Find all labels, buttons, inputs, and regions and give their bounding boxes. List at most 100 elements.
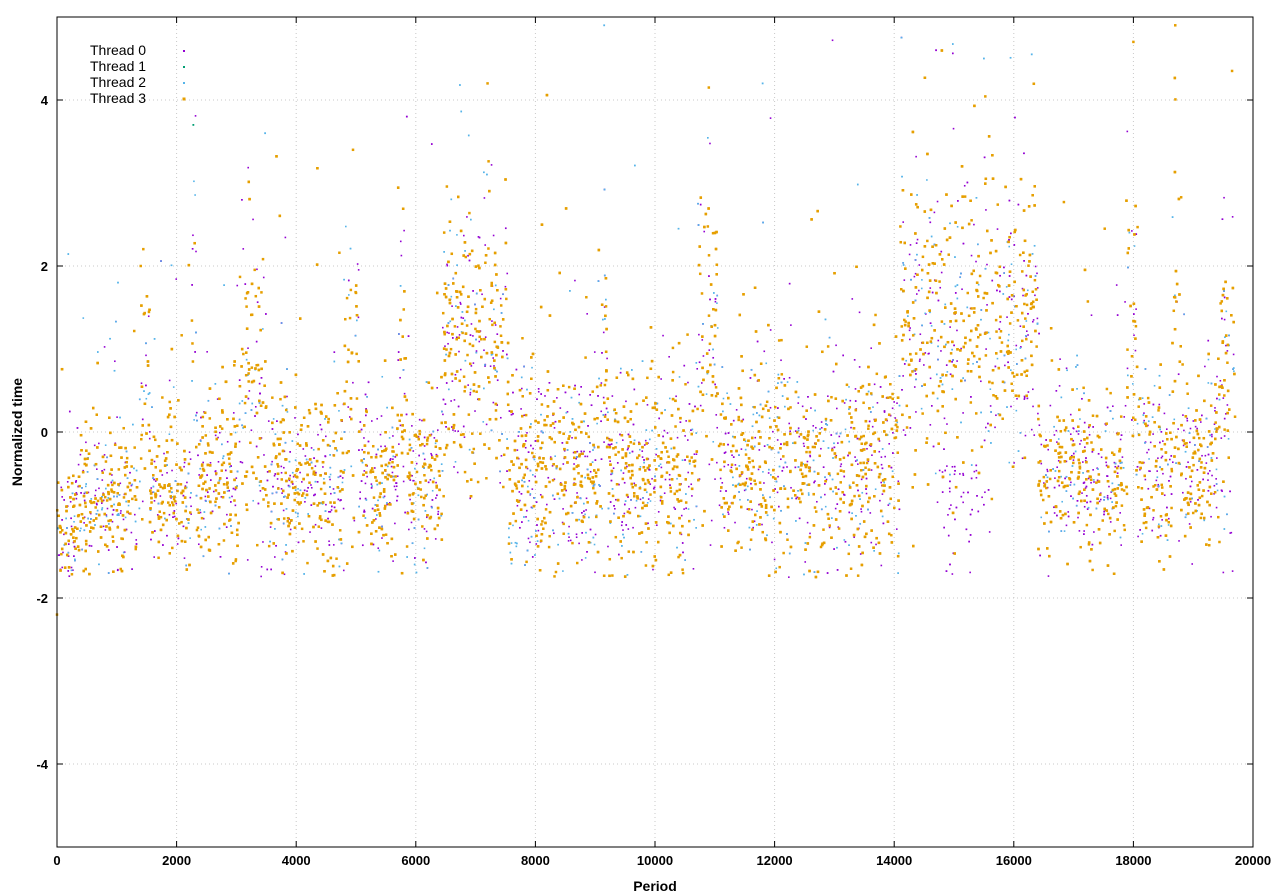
data-point bbox=[1223, 196, 1225, 199]
data-point bbox=[347, 279, 350, 282]
data-point bbox=[246, 559, 249, 561]
data-point bbox=[889, 414, 892, 417]
data-point bbox=[396, 495, 399, 498]
data-point bbox=[98, 487, 100, 490]
data-point bbox=[95, 502, 98, 505]
data-point bbox=[880, 456, 883, 458]
data-point bbox=[703, 230, 706, 233]
data-point bbox=[284, 236, 287, 239]
data-point bbox=[1117, 465, 1120, 468]
data-point bbox=[653, 486, 656, 489]
data-point bbox=[564, 391, 567, 394]
data-point bbox=[364, 497, 367, 500]
data-point bbox=[436, 494, 438, 497]
data-point bbox=[150, 538, 152, 541]
data-point bbox=[1162, 440, 1164, 442]
data-point bbox=[1135, 308, 1137, 310]
data-point bbox=[871, 454, 873, 456]
data-point bbox=[396, 499, 398, 502]
data-point bbox=[1058, 385, 1061, 387]
data-point bbox=[61, 519, 63, 521]
data-point bbox=[364, 482, 367, 485]
outlier-point bbox=[405, 115, 408, 118]
data-point bbox=[363, 437, 365, 439]
data-point bbox=[1083, 530, 1085, 532]
data-point bbox=[364, 393, 367, 396]
data-point bbox=[960, 495, 963, 498]
data-point bbox=[467, 384, 469, 386]
data-point bbox=[701, 339, 704, 341]
data-point bbox=[610, 473, 612, 476]
data-point bbox=[1019, 325, 1022, 328]
data-point bbox=[1022, 294, 1024, 297]
data-point bbox=[813, 481, 815, 484]
data-point bbox=[347, 406, 350, 408]
data-point bbox=[1086, 501, 1088, 504]
data-point bbox=[297, 433, 299, 436]
data-point bbox=[809, 455, 812, 458]
data-point bbox=[1215, 429, 1218, 432]
data-point bbox=[520, 408, 522, 410]
data-point bbox=[77, 463, 80, 466]
data-point bbox=[688, 403, 691, 405]
data-point bbox=[915, 242, 918, 244]
data-point bbox=[576, 492, 578, 494]
data-point bbox=[130, 484, 133, 487]
data-point bbox=[303, 489, 306, 492]
data-point bbox=[995, 414, 997, 417]
data-point bbox=[1096, 479, 1099, 482]
data-point bbox=[294, 417, 296, 419]
data-point bbox=[1163, 412, 1166, 415]
data-point bbox=[475, 350, 478, 352]
data-point bbox=[839, 465, 842, 468]
data-point bbox=[798, 517, 801, 520]
data-point bbox=[342, 507, 345, 510]
data-point bbox=[648, 468, 650, 471]
data-point bbox=[1013, 462, 1015, 464]
data-point bbox=[1213, 493, 1215, 495]
data-point bbox=[709, 298, 711, 301]
data-point bbox=[583, 450, 585, 453]
data-point bbox=[1027, 312, 1029, 315]
data-point bbox=[883, 410, 886, 412]
data-point bbox=[985, 348, 987, 350]
data-point bbox=[1144, 478, 1147, 481]
data-point bbox=[954, 469, 956, 472]
data-point bbox=[970, 477, 973, 480]
data-point bbox=[1027, 334, 1029, 336]
data-point bbox=[1010, 298, 1013, 301]
data-point bbox=[634, 506, 637, 509]
data-point bbox=[732, 456, 735, 458]
data-point bbox=[857, 489, 859, 492]
data-point bbox=[618, 483, 620, 486]
data-point bbox=[605, 407, 608, 410]
data-point bbox=[786, 466, 788, 468]
data-point bbox=[1187, 461, 1189, 464]
data-point bbox=[658, 417, 660, 420]
data-point bbox=[843, 493, 845, 496]
data-point bbox=[403, 392, 406, 395]
data-point bbox=[154, 480, 157, 482]
data-point bbox=[1160, 456, 1163, 459]
data-point bbox=[331, 505, 333, 508]
data-point bbox=[820, 447, 822, 450]
data-point bbox=[1147, 448, 1150, 451]
data-point bbox=[1081, 492, 1083, 494]
data-point bbox=[856, 437, 859, 440]
data-point bbox=[1105, 464, 1108, 467]
data-point bbox=[392, 458, 394, 461]
data-point bbox=[73, 555, 75, 557]
data-point bbox=[131, 568, 133, 570]
data-point bbox=[456, 326, 459, 328]
data-point bbox=[1216, 375, 1218, 378]
data-point bbox=[283, 450, 286, 453]
data-point bbox=[1114, 465, 1117, 468]
data-point bbox=[975, 469, 978, 472]
data-point bbox=[1082, 461, 1084, 463]
data-point bbox=[125, 528, 128, 531]
data-point bbox=[1046, 468, 1049, 471]
data-point bbox=[310, 484, 312, 486]
data-point bbox=[716, 461, 718, 464]
data-point bbox=[145, 354, 147, 357]
data-point bbox=[363, 509, 366, 512]
